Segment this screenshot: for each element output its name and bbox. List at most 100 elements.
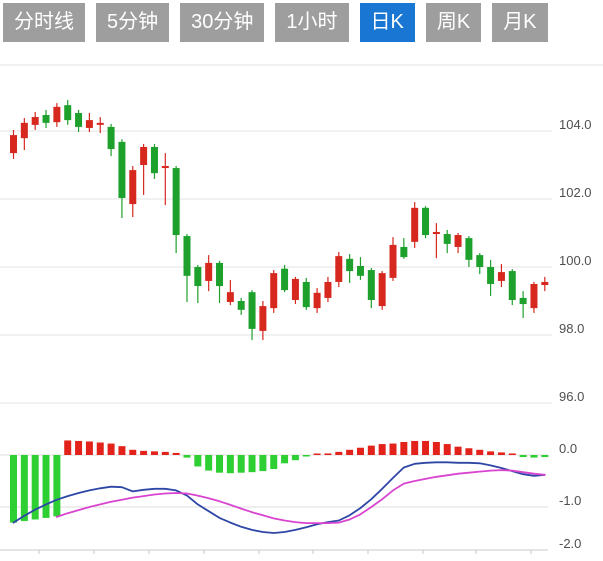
macd-bar xyxy=(85,441,93,455)
macd-bar xyxy=(346,449,354,455)
macd-bar xyxy=(519,455,527,458)
macd-bar xyxy=(270,455,278,470)
candle-body xyxy=(476,255,484,267)
period-toolbar: 分时线 5分钟 30分钟 1小时 日K 周K 月K xyxy=(3,3,548,42)
candle-body xyxy=(519,297,527,305)
macd-bar xyxy=(20,455,28,522)
candle-body xyxy=(389,244,397,278)
candle-body xyxy=(42,115,50,123)
candle-body xyxy=(140,146,148,165)
candle-body xyxy=(422,207,430,236)
macd-bar xyxy=(389,443,397,455)
candle-body xyxy=(85,120,93,128)
candle-body xyxy=(302,281,310,308)
candle-body xyxy=(324,281,332,298)
candle-body xyxy=(107,126,115,150)
macd-bar xyxy=(497,452,505,455)
macd-bar xyxy=(541,455,549,458)
kline-chart-area[interactable]: 104.0 102.0 100.0 98.0 96.0 0.0 -1.0 -2.0 xyxy=(0,47,603,556)
candle-body xyxy=(508,271,516,300)
tab-monthly-k[interactable]: 月K xyxy=(492,3,548,42)
macd-bar xyxy=(10,455,17,523)
candle-body xyxy=(20,122,28,139)
macd-bar xyxy=(140,450,148,455)
macd-axis-label: -2.0 xyxy=(559,536,581,551)
macd-bar xyxy=(172,452,180,455)
macd-bar xyxy=(302,455,310,457)
candle-body xyxy=(443,234,451,244)
price-axis-label: 102.0 xyxy=(559,185,592,200)
macd-bar xyxy=(356,447,364,455)
candle-body xyxy=(465,238,473,260)
candle-body xyxy=(530,284,538,309)
macd-bar xyxy=(107,443,115,455)
macd-bar xyxy=(75,440,83,455)
candle-body xyxy=(378,273,386,307)
macd-bar xyxy=(226,455,234,474)
tab-daily-k[interactable]: 日K xyxy=(359,3,415,42)
macd-bar xyxy=(150,451,158,455)
candle-body xyxy=(194,267,202,287)
macd-histogram-layer xyxy=(10,440,549,523)
candle-body xyxy=(454,235,462,247)
macd-bar xyxy=(118,446,126,455)
candle-body xyxy=(172,168,180,236)
candle-body xyxy=(216,262,224,287)
macd-bar xyxy=(508,453,516,455)
macd-bar xyxy=(96,442,104,455)
y-axis-labels: 104.0 102.0 100.0 98.0 96.0 0.0 -1.0 -2.0 xyxy=(559,117,592,551)
candle-body xyxy=(237,301,245,310)
candle-body xyxy=(270,273,278,309)
macd-bar xyxy=(237,455,245,473)
macd-bar xyxy=(443,444,451,455)
macd-bar xyxy=(183,455,191,458)
candle-body xyxy=(541,281,549,286)
candle-body xyxy=(96,122,104,125)
candle-body xyxy=(161,166,169,169)
price-axis-label: 104.0 xyxy=(559,117,592,132)
candle-body xyxy=(367,270,375,300)
candle-body xyxy=(53,106,61,123)
candle-body xyxy=(205,262,213,281)
candles-layer xyxy=(10,100,549,341)
candle-body xyxy=(487,267,495,284)
tab-5min[interactable]: 5分钟 xyxy=(96,3,170,42)
macd-bar xyxy=(378,444,386,455)
macd-bar xyxy=(259,455,267,472)
macd-axis-label: -1.0 xyxy=(559,493,581,508)
kline-chart[interactable]: 104.0 102.0 100.0 98.0 96.0 0.0 -1.0 -2.0 xyxy=(0,47,603,556)
dea-line xyxy=(56,469,546,524)
macd-bar xyxy=(129,449,137,455)
candle-body xyxy=(226,292,234,303)
candle-body xyxy=(335,256,343,282)
macd-bar xyxy=(400,442,408,455)
tab-30min[interactable]: 30分钟 xyxy=(180,3,265,42)
candle-body xyxy=(497,272,505,281)
candle-body xyxy=(281,268,289,291)
macd-bar xyxy=(465,448,473,455)
dif-line xyxy=(12,461,546,534)
tab-weekly-k[interactable]: 周K xyxy=(425,3,482,42)
macd-bar xyxy=(367,445,375,455)
macd-bar xyxy=(487,451,495,455)
tab-time-line[interactable]: 分时线 xyxy=(3,3,85,42)
price-axis-label: 96.0 xyxy=(559,389,584,404)
macd-bar xyxy=(205,455,213,471)
candle-body xyxy=(64,105,72,121)
macd-bar xyxy=(422,440,430,455)
candle-body xyxy=(313,292,321,309)
macd-bar xyxy=(31,455,39,520)
candle-body xyxy=(31,117,39,125)
candle-body xyxy=(75,112,83,127)
macd-axis-label: 0.0 xyxy=(559,441,577,456)
candle-body xyxy=(10,135,17,154)
candle-body xyxy=(150,146,158,174)
macd-bar xyxy=(42,455,50,518)
tab-1hour[interactable]: 1小时 xyxy=(275,3,349,42)
macd-bar xyxy=(216,455,224,473)
macd-bar xyxy=(53,455,61,517)
candle-body xyxy=(129,170,137,205)
macd-bar xyxy=(530,455,538,458)
candle-body xyxy=(291,278,299,300)
candle-body xyxy=(118,141,126,198)
